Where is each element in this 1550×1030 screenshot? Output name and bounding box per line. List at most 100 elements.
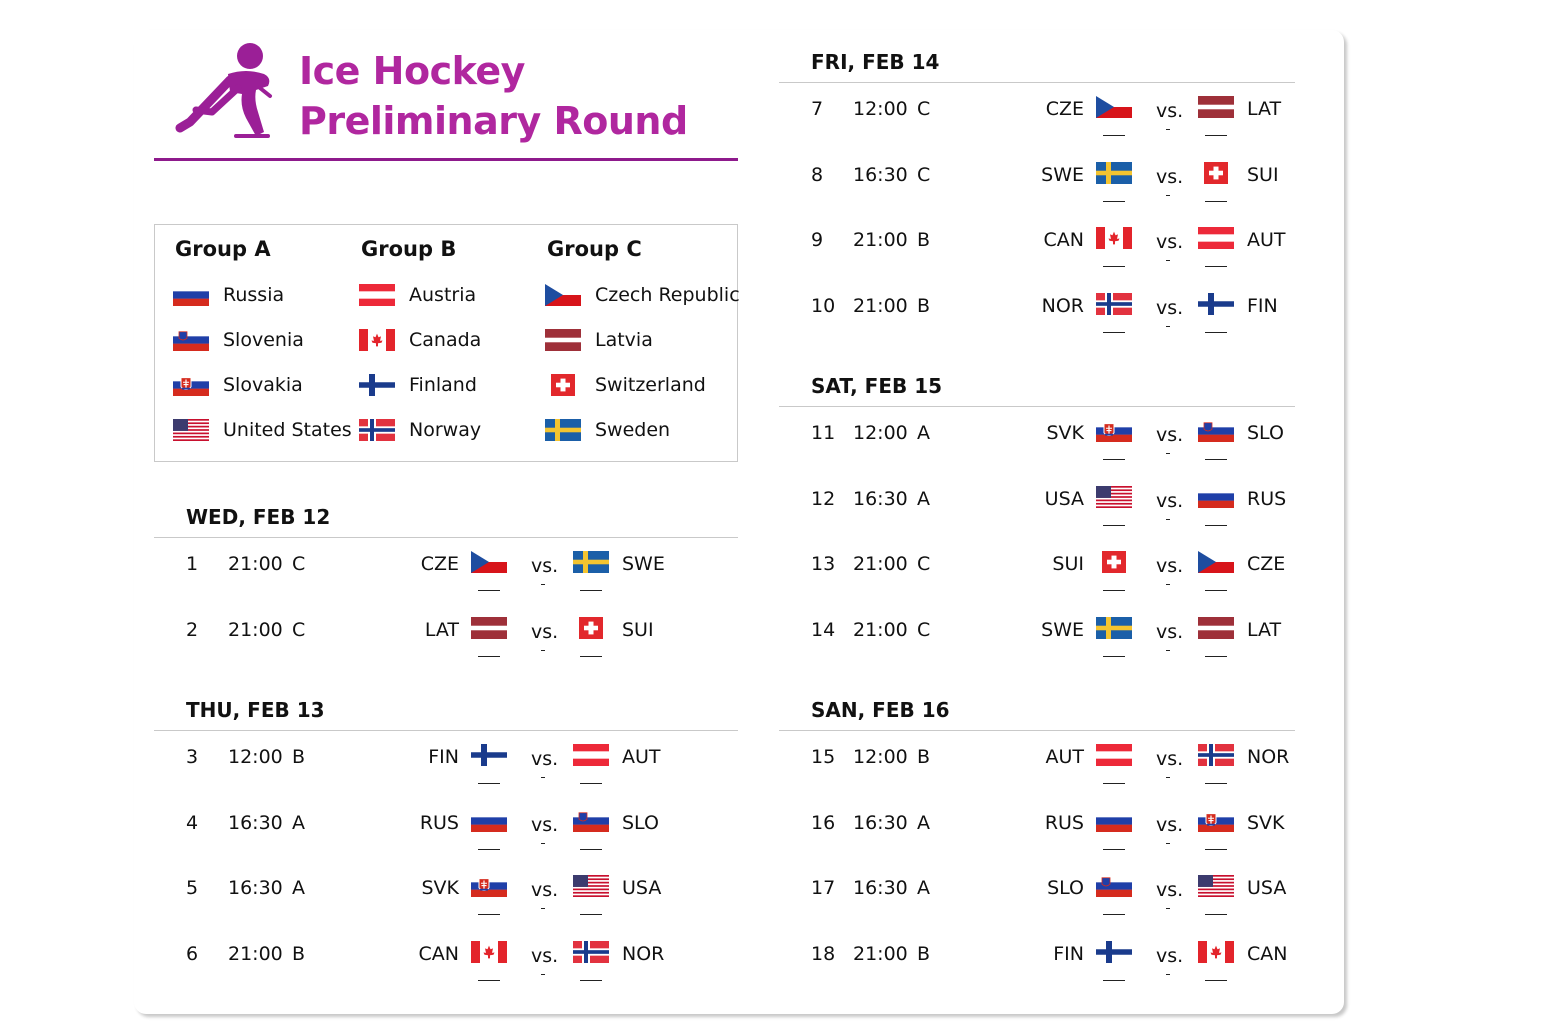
vs-label: vs. <box>1156 100 1184 122</box>
flag-lat-icon <box>1198 616 1234 639</box>
flag-fin-icon <box>1096 940 1132 963</box>
flag-lat-icon <box>1198 96 1234 118</box>
group-team-item: Canada <box>359 326 481 354</box>
away-score-blank <box>1205 979 1227 981</box>
away-team-code: RUS <box>1247 487 1287 510</box>
score-separator <box>1166 194 1170 196</box>
vs-label: vs. <box>1156 555 1184 577</box>
home-team-code: CAN <box>1043 229 1084 251</box>
group-team-item: Austria <box>359 281 476 309</box>
flag-sui-icon <box>573 616 609 639</box>
match-number: 16 <box>811 811 836 834</box>
match-time: 12:00 <box>853 746 908 768</box>
home-score-blank <box>1103 266 1125 267</box>
group-team-item: Slovenia <box>173 326 304 354</box>
match-row: 5 16:30 A SVK vs. USA <box>154 875 738 935</box>
vs-label: vs. <box>531 813 559 836</box>
home-team-code: FIN <box>428 746 459 768</box>
match-time: 21:00 <box>853 553 908 575</box>
away-team-code: LAT <box>1247 98 1282 120</box>
match-row: 6 21:00 B CAN vs. NOR <box>154 940 738 1001</box>
day-title: THU, FEB 13 <box>186 698 325 722</box>
vs-label: vs. <box>531 944 559 967</box>
score-separator <box>1166 973 1170 975</box>
match-group: C <box>292 618 306 641</box>
flag-rus-icon <box>173 284 209 306</box>
match-group: B <box>917 746 931 768</box>
match-row: 15 12:00 B AUT vs. NOR <box>779 744 1363 804</box>
away-score-blank <box>580 914 602 915</box>
match-group: A <box>917 422 930 444</box>
team-name: Slovenia <box>223 329 304 351</box>
score-separator <box>541 842 545 844</box>
match-number: 12 <box>811 487 836 510</box>
away-score-blank <box>1205 590 1227 591</box>
match-row: 11 12:00 A SVK vs. SLO <box>779 420 1363 480</box>
match-number: 15 <box>811 746 836 768</box>
schedule-sheet <box>134 30 1344 1014</box>
match-group: B <box>292 746 306 768</box>
home-score-blank <box>1103 200 1125 202</box>
title-block: Ice Hockey Preliminary Round <box>154 38 738 161</box>
flag-usa-icon <box>1198 875 1234 897</box>
away-team-code: SVK <box>1247 811 1285 834</box>
away-score-blank <box>580 979 602 981</box>
match-row: 10 21:00 B NOR vs. FIN <box>779 292 1363 353</box>
match-time: 16:30 <box>228 877 283 899</box>
away-team-code: USA <box>1247 877 1287 899</box>
match-time: 16:30 <box>228 811 283 834</box>
away-score-blank <box>1205 459 1227 460</box>
vs-label: vs. <box>531 555 559 577</box>
score-separator <box>1166 518 1170 520</box>
away-team-code: NOR <box>622 942 665 965</box>
title-line-1: Ice Hockey <box>299 49 525 93</box>
home-team-code: USA <box>1044 487 1084 510</box>
match-row: 9 21:00 B CAN vs. AUT <box>779 227 1363 287</box>
group-title: Group C <box>547 237 642 261</box>
home-score-blank <box>478 655 500 657</box>
score-separator <box>541 649 545 651</box>
match-group: B <box>292 942 306 965</box>
day-title: FRI, FEB 14 <box>811 50 940 74</box>
match-row: 17 16:30 A SLO vs. USA <box>779 875 1363 935</box>
flag-aut-icon <box>1198 227 1234 249</box>
team-name: United States <box>223 419 352 441</box>
team-name: Austria <box>409 284 477 306</box>
flag-aut-icon <box>359 284 395 306</box>
match-row: 4 16:30 A RUS vs. SLO <box>154 809 738 870</box>
flag-fin-icon <box>1198 292 1234 315</box>
flag-usa-icon <box>1096 485 1132 508</box>
flag-nor-icon <box>1198 744 1234 766</box>
home-score-blank <box>478 848 500 850</box>
away-team-code: LAT <box>1247 618 1282 641</box>
match-time: 21:00 <box>228 553 283 575</box>
score-separator <box>1166 777 1170 778</box>
flag-swe-icon <box>545 419 581 441</box>
match-number: 7 <box>811 98 824 120</box>
flag-nor-icon <box>573 940 609 963</box>
flag-sui-icon <box>1096 551 1132 573</box>
away-team-code: AUT <box>1247 229 1286 251</box>
match-number: 3 <box>186 746 199 768</box>
match-time: 16:30 <box>853 487 908 510</box>
score-separator <box>1166 908 1170 909</box>
home-score-blank <box>1103 783 1125 784</box>
day-title: SAN, FEB 16 <box>811 698 950 722</box>
match-row: 7 12:00 C CZE vs. LAT <box>779 96 1363 156</box>
day-divider <box>779 730 1295 731</box>
match-group: C <box>917 163 931 186</box>
match-group: C <box>917 553 931 575</box>
flag-svk-icon <box>1096 420 1132 442</box>
flag-cze-icon <box>545 284 581 306</box>
match-group: C <box>917 98 931 120</box>
home-score-blank <box>1103 135 1125 136</box>
score-separator <box>1166 842 1170 844</box>
match-row: 3 12:00 B FIN vs. AUT <box>154 744 738 804</box>
flag-swe-icon <box>573 551 609 573</box>
away-team-code: USA <box>622 877 662 899</box>
home-team-code: SWE <box>1041 618 1084 641</box>
flag-nor-icon <box>1096 292 1132 315</box>
score-separator <box>541 973 545 975</box>
day-title: WED, FEB 12 <box>186 505 331 529</box>
group-team-item: Sweden <box>545 416 670 444</box>
